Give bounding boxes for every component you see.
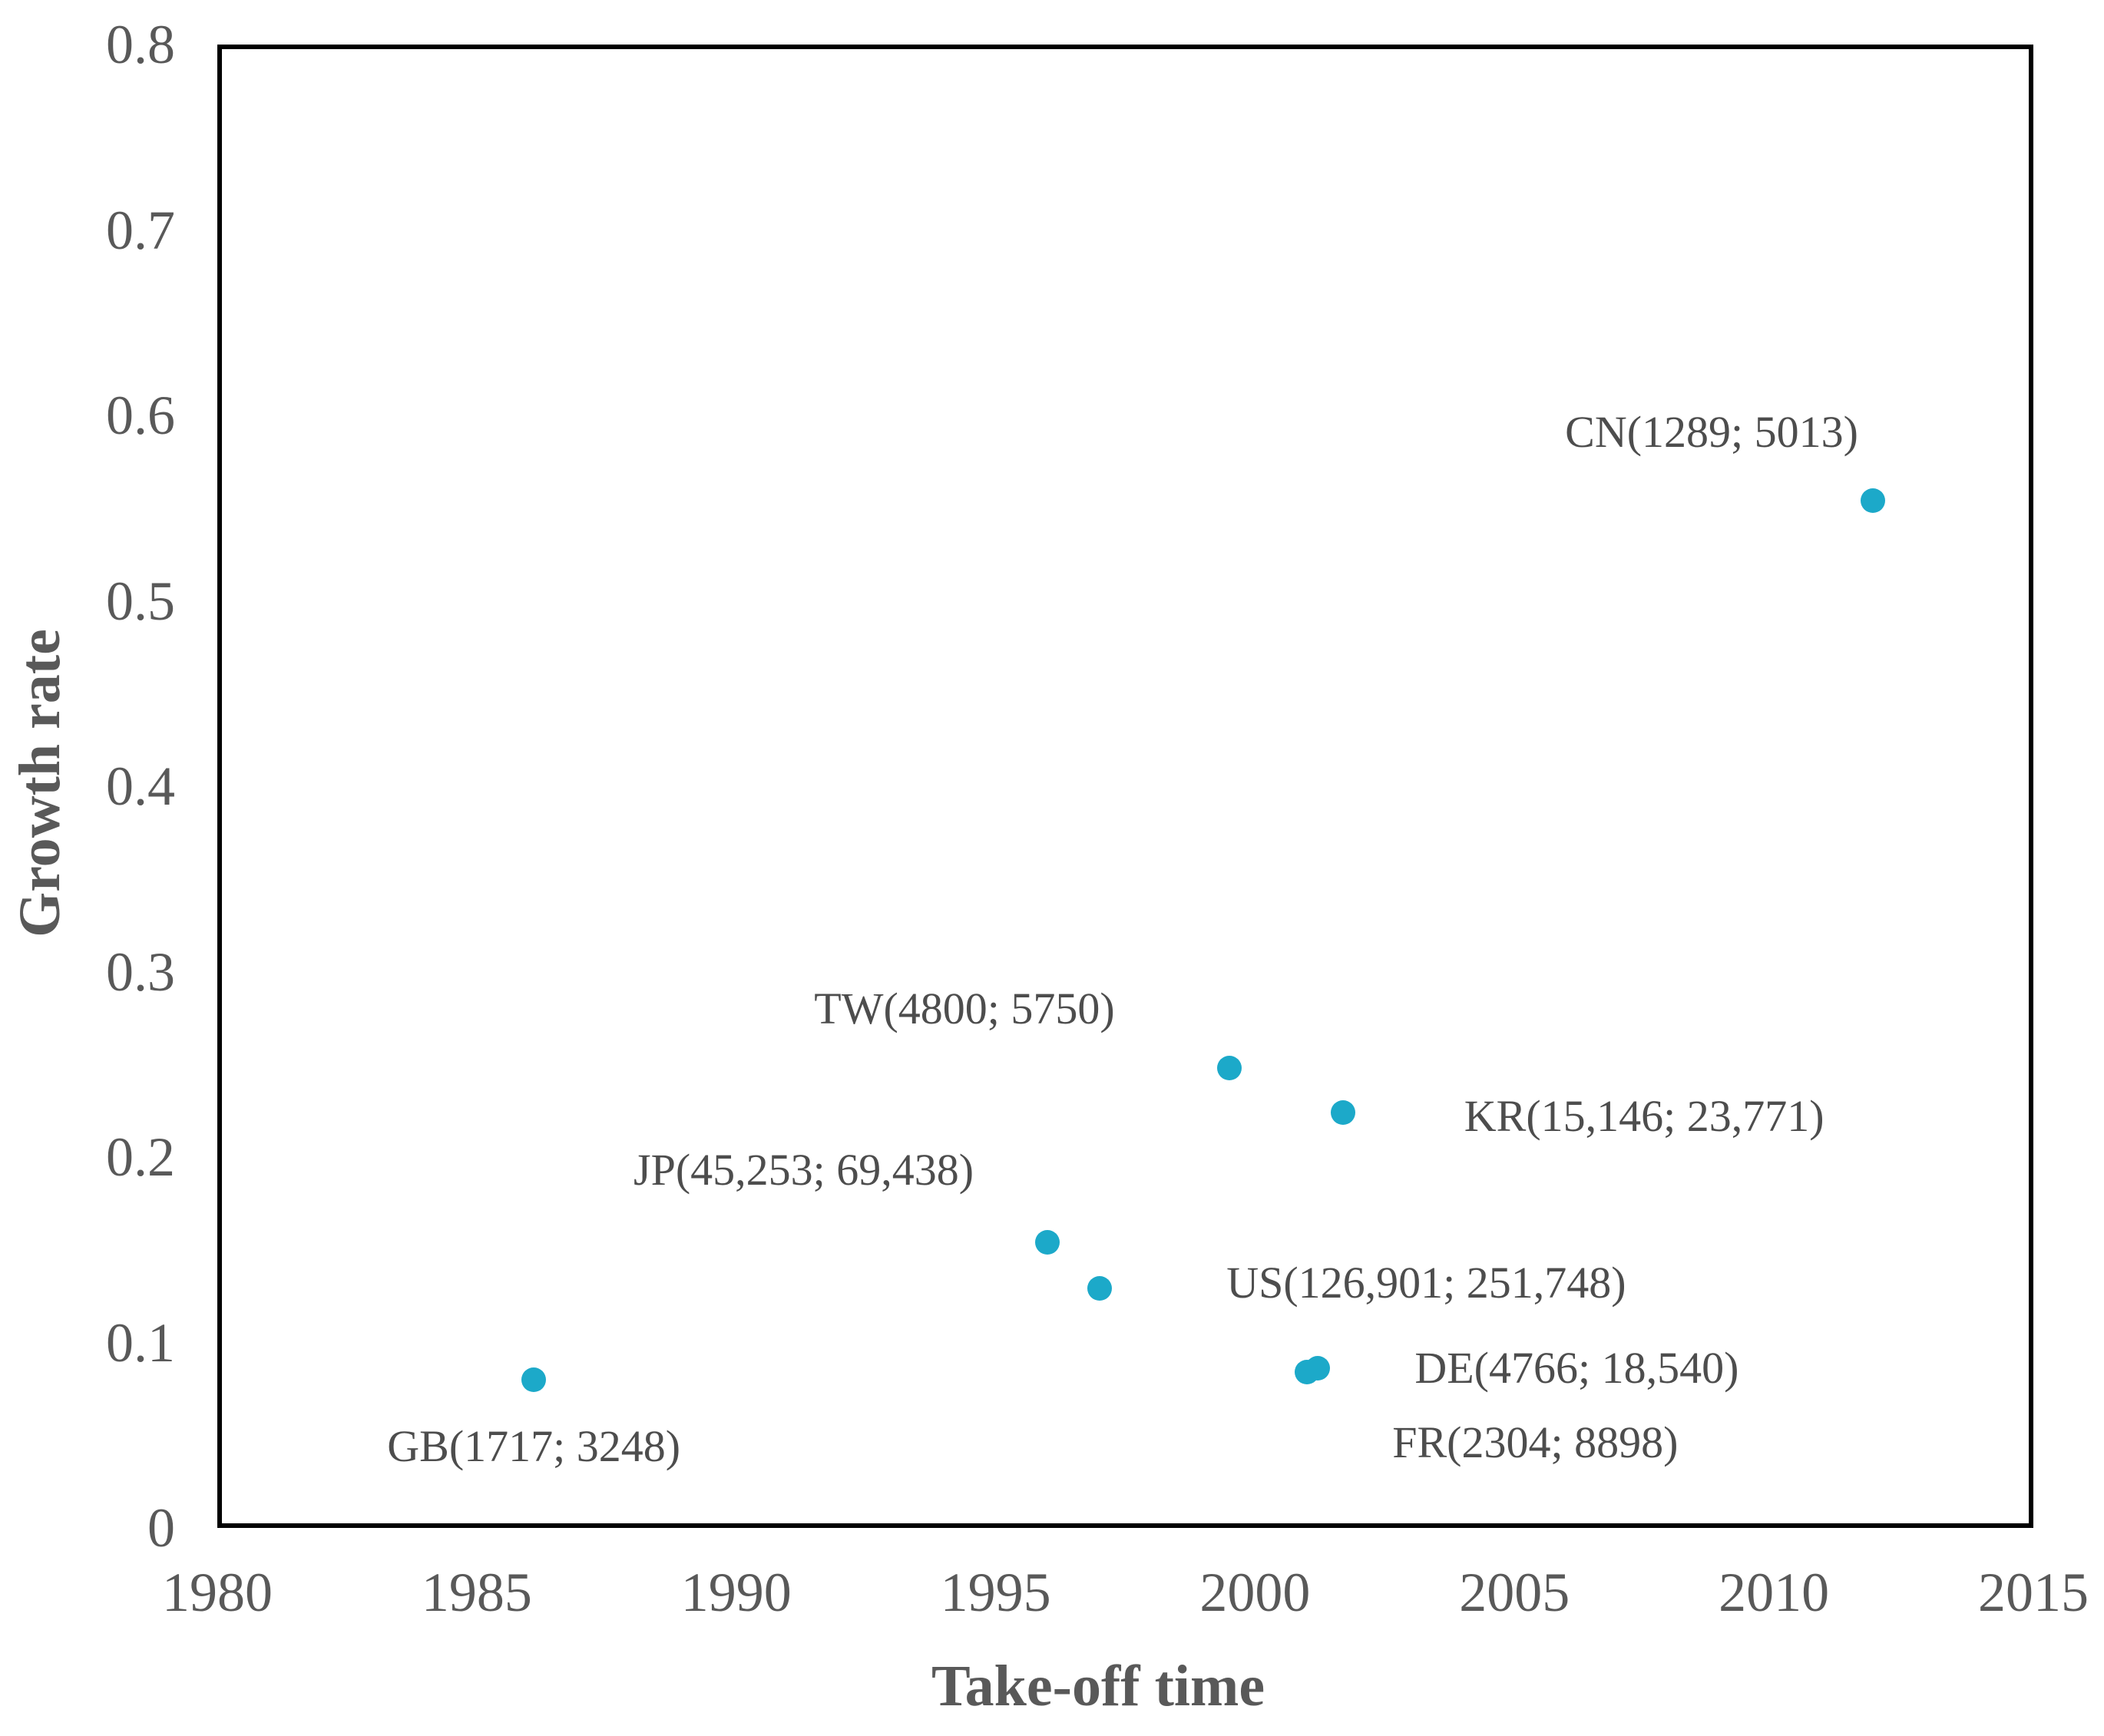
data-point-GB [521, 1367, 547, 1392]
data-point-TW [1216, 1056, 1242, 1081]
y-tick-label: 0.7 [106, 199, 175, 261]
data-point-JP [1035, 1230, 1060, 1255]
y-tick-label: 0 [147, 1497, 175, 1559]
plot-area [217, 45, 2033, 1528]
data-point-label-JP: JP(45,253; 69,438) [634, 1144, 974, 1195]
x-tick-label: 2010 [1719, 1562, 1830, 1623]
y-axis-title: Growth rate [8, 629, 72, 937]
x-tick-label: 1995 [940, 1562, 1051, 1623]
data-point-label-DE: DE(4766; 18,540) [1414, 1343, 1739, 1394]
data-point-US [1087, 1276, 1112, 1301]
data-point-KR [1331, 1100, 1356, 1126]
x-tick-label: 1985 [421, 1562, 532, 1623]
x-axis-title: Take-off time [931, 1654, 1265, 1718]
y-tick-label: 0.6 [106, 385, 175, 446]
x-tick-label: 2005 [1459, 1562, 1570, 1623]
y-tick-label: 0.1 [106, 1311, 175, 1374]
data-point-label-KR: KR(15,146; 23,771) [1464, 1090, 1824, 1141]
data-point-label-US: US(126,901; 251,748) [1226, 1258, 1626, 1308]
y-tick-label: 0.4 [106, 756, 175, 817]
data-point-CN [1860, 488, 1885, 514]
x-tick-label: 1990 [680, 1562, 792, 1623]
x-tick-label: 1980 [162, 1562, 273, 1623]
y-tick-label: 0.8 [106, 14, 175, 75]
data-point-label-TW: TW(4800; 5750) [814, 983, 1115, 1033]
y-tick-label: 0.3 [106, 941, 175, 1003]
x-tick-label: 2015 [1978, 1562, 2089, 1623]
x-tick-label: 2000 [1199, 1562, 1311, 1623]
data-point-label-CN: CN(1289; 5013) [1565, 406, 1858, 457]
data-point-label-FR: FR(2304; 8898) [1392, 1417, 1679, 1467]
y-tick-label: 0.5 [106, 570, 175, 632]
y-tick-label: 0.2 [106, 1126, 175, 1188]
data-point-DE [1305, 1356, 1330, 1381]
data-point-label-GB: GB(1717; 3248) [387, 1420, 681, 1471]
